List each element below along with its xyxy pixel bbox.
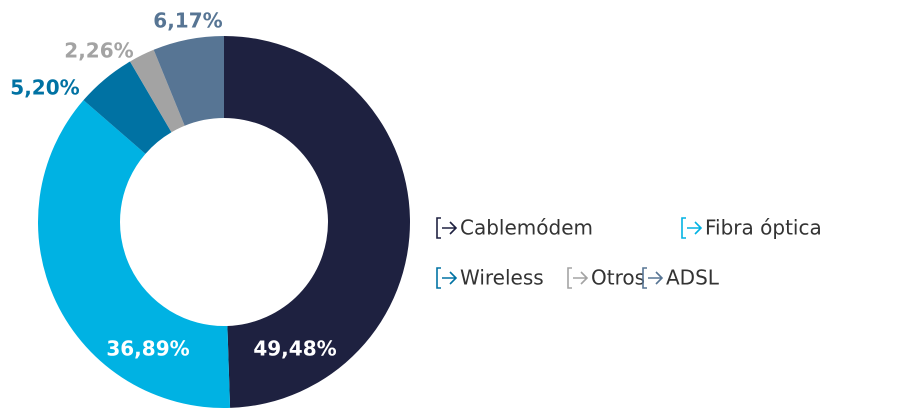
legend-icon xyxy=(567,267,589,289)
donut-slice xyxy=(153,36,224,126)
legend-icon xyxy=(436,267,458,289)
legend-label: Fibra óptica xyxy=(705,216,822,240)
donut-slice xyxy=(83,61,172,154)
value-label: 2,26% xyxy=(64,39,133,63)
donut-slice xyxy=(130,49,185,133)
value-label: 36,89% xyxy=(106,337,189,361)
value-label: 6,17% xyxy=(153,9,222,33)
legend-icon xyxy=(681,217,703,239)
donut-slice xyxy=(38,100,231,408)
donut-slice xyxy=(224,36,410,408)
legend-icon xyxy=(436,217,458,239)
legend-label: ADSL xyxy=(666,266,720,290)
legend-label: Cablemódem xyxy=(460,216,593,240)
legend-icon xyxy=(642,267,664,289)
legend-label: Wireless xyxy=(460,266,544,290)
legend-label: Otros xyxy=(591,266,645,290)
value-label: 49,48% xyxy=(253,337,336,361)
value-label: 5,20% xyxy=(10,76,79,100)
